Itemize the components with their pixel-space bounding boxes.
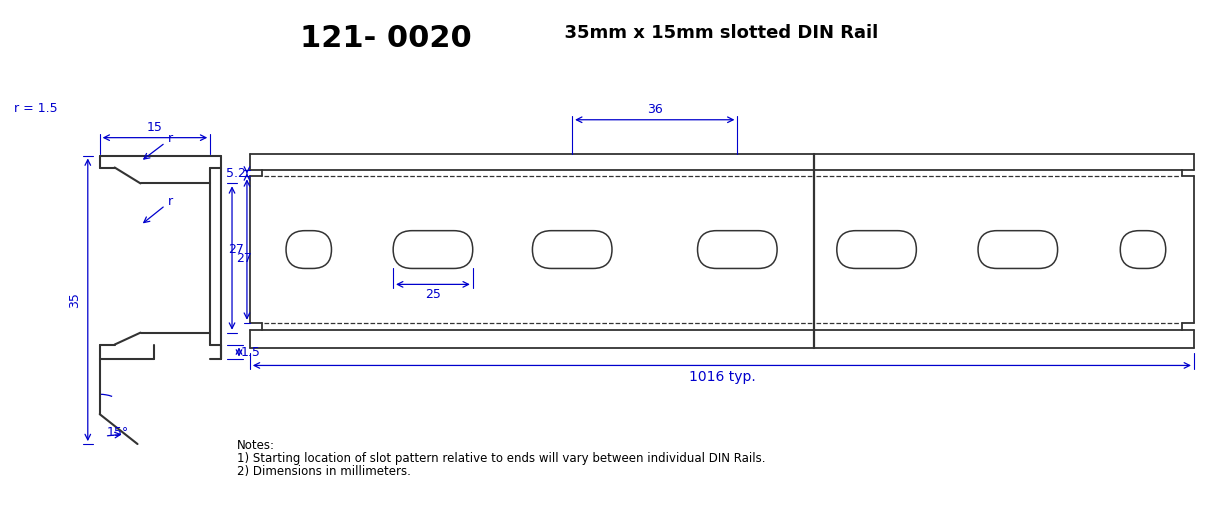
Text: 2) Dimensions in millimeters.: 2) Dimensions in millimeters.: [237, 465, 411, 478]
Text: 15: 15: [147, 121, 162, 134]
Text: 5.2: 5.2: [226, 167, 245, 180]
Text: r: r: [167, 195, 173, 208]
FancyBboxPatch shape: [532, 231, 612, 268]
FancyBboxPatch shape: [697, 231, 777, 268]
FancyBboxPatch shape: [286, 231, 331, 268]
Text: 35: 35: [68, 292, 82, 308]
Text: r = 1.5: r = 1.5: [15, 103, 57, 115]
Text: r: r: [167, 132, 173, 145]
Text: 121- 0020: 121- 0020: [300, 24, 473, 53]
Text: 36: 36: [647, 104, 663, 116]
Text: 27: 27: [228, 243, 244, 256]
Text: 1) Starting location of slot pattern relative to ends will vary between individu: 1) Starting location of slot pattern rel…: [237, 452, 766, 465]
Text: 27: 27: [236, 252, 252, 265]
Text: 25: 25: [425, 288, 441, 301]
Text: Notes:: Notes:: [237, 439, 275, 452]
FancyBboxPatch shape: [836, 231, 917, 268]
Text: 1.5: 1.5: [241, 346, 261, 359]
FancyBboxPatch shape: [978, 231, 1057, 268]
Text: 1016 typ.: 1016 typ.: [689, 370, 756, 384]
Text: 35mm x 15mm slotted DIN Rail: 35mm x 15mm slotted DIN Rail: [552, 24, 879, 42]
FancyBboxPatch shape: [1121, 231, 1166, 268]
FancyBboxPatch shape: [393, 231, 473, 268]
Text: 15°: 15°: [106, 426, 128, 439]
